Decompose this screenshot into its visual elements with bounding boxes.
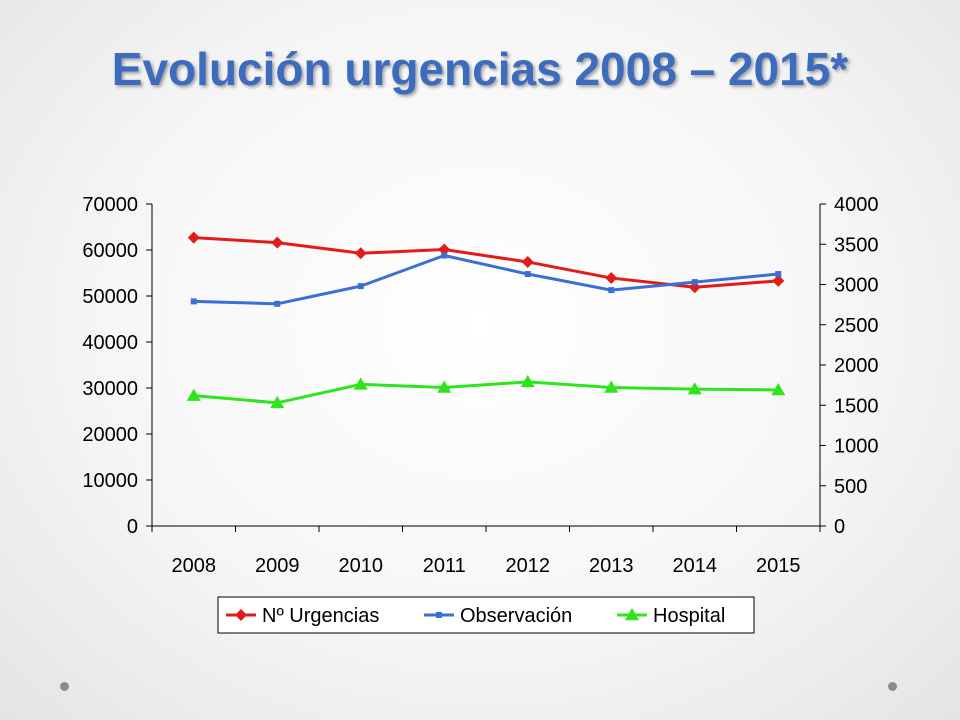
y-right-tick-label: 500 xyxy=(834,476,867,498)
x-tick-label: 2013 xyxy=(589,555,634,577)
legend-marker-urgencias xyxy=(235,609,247,621)
y-right-tick-label: 0 xyxy=(834,516,845,538)
y-left-tick-label: 0 xyxy=(127,516,138,538)
data-point-urgencias xyxy=(605,272,618,285)
legend-label-urgencias: Nº Urgencias xyxy=(262,605,379,627)
data-point-hospital xyxy=(771,382,786,396)
data-point-observacion xyxy=(274,300,281,307)
data-point-observacion xyxy=(691,279,698,286)
data-point-hospital xyxy=(437,380,452,393)
chart-series xyxy=(186,231,786,409)
data-point-hospital xyxy=(186,388,201,401)
y-left-tick-label: 60000 xyxy=(82,240,138,262)
series-line-urgencias xyxy=(193,236,779,289)
data-point-urgencias xyxy=(187,231,200,244)
data-point-hospital xyxy=(270,395,285,409)
y-right-tick-label: 1000 xyxy=(834,436,879,458)
data-point-hospital xyxy=(604,380,619,393)
x-tick-label: 2009 xyxy=(255,555,300,577)
series-urgencias xyxy=(187,231,785,294)
legend-marker-hospital xyxy=(625,608,639,621)
data-point-hospital xyxy=(687,382,702,395)
data-point-urgencias xyxy=(271,236,284,249)
data-point-observacion xyxy=(441,252,448,259)
y-left-tick-label: 40000 xyxy=(82,332,138,354)
chart-legend: Nº Urgencias Observación Hospital xyxy=(217,596,755,634)
data-point-urgencias xyxy=(772,274,785,287)
data-point-observacion xyxy=(190,298,197,305)
chart-axes: 0 10000 20000 30000 40000 50000 60000 70000 0 500… xyxy=(82,194,878,577)
x-tick-label: 2011 xyxy=(423,555,466,577)
y-left-tick-label: 30000 xyxy=(82,378,138,400)
series-line-hospital xyxy=(193,380,779,405)
x-tick-label: 2014 xyxy=(673,555,718,577)
legend-marker-observacion xyxy=(436,612,442,618)
data-point-hospital xyxy=(520,374,535,388)
y-right-tick-label: 3500 xyxy=(834,234,879,256)
data-point-observacion xyxy=(524,271,531,278)
y-right-tick-label: 1500 xyxy=(834,395,879,417)
data-point-observacion xyxy=(608,287,615,294)
slide-title: Evolución urgencias 2008 – 2015* xyxy=(111,43,849,95)
data-point-hospital xyxy=(353,377,368,390)
y-left-tick-label: 20000 xyxy=(82,424,138,446)
x-tick-label: 2012 xyxy=(506,555,551,577)
nav-dot-left[interactable] xyxy=(60,682,69,691)
data-point-urgencias xyxy=(521,255,534,268)
data-point-urgencias xyxy=(354,247,367,260)
y-right-tick-label: 2000 xyxy=(834,355,879,377)
nav-dot-right[interactable] xyxy=(888,682,897,691)
series-observacion xyxy=(190,252,782,307)
y-right-tick-label: 4000 xyxy=(834,194,879,216)
data-point-observacion xyxy=(775,271,782,278)
y-right-tick-label: 2500 xyxy=(834,315,879,337)
legend-label-hospital: Hospital xyxy=(653,605,725,627)
y-left-tick-label: 10000 xyxy=(82,470,138,492)
legend-label-observacion: Observación xyxy=(460,605,572,627)
data-point-observacion xyxy=(357,283,364,290)
y-left-tick-label: 70000 xyxy=(82,194,138,216)
series-line-observacion xyxy=(193,254,779,306)
x-tick-label: 2010 xyxy=(339,555,384,577)
y-right-tick-label: 3000 xyxy=(834,275,879,297)
x-tick-label: 2015 xyxy=(756,555,801,577)
series-hospital xyxy=(186,374,786,409)
legend-box xyxy=(217,596,755,634)
y-left-tick-label: 50000 xyxy=(82,286,138,308)
x-tick-label: 2008 xyxy=(172,555,217,577)
